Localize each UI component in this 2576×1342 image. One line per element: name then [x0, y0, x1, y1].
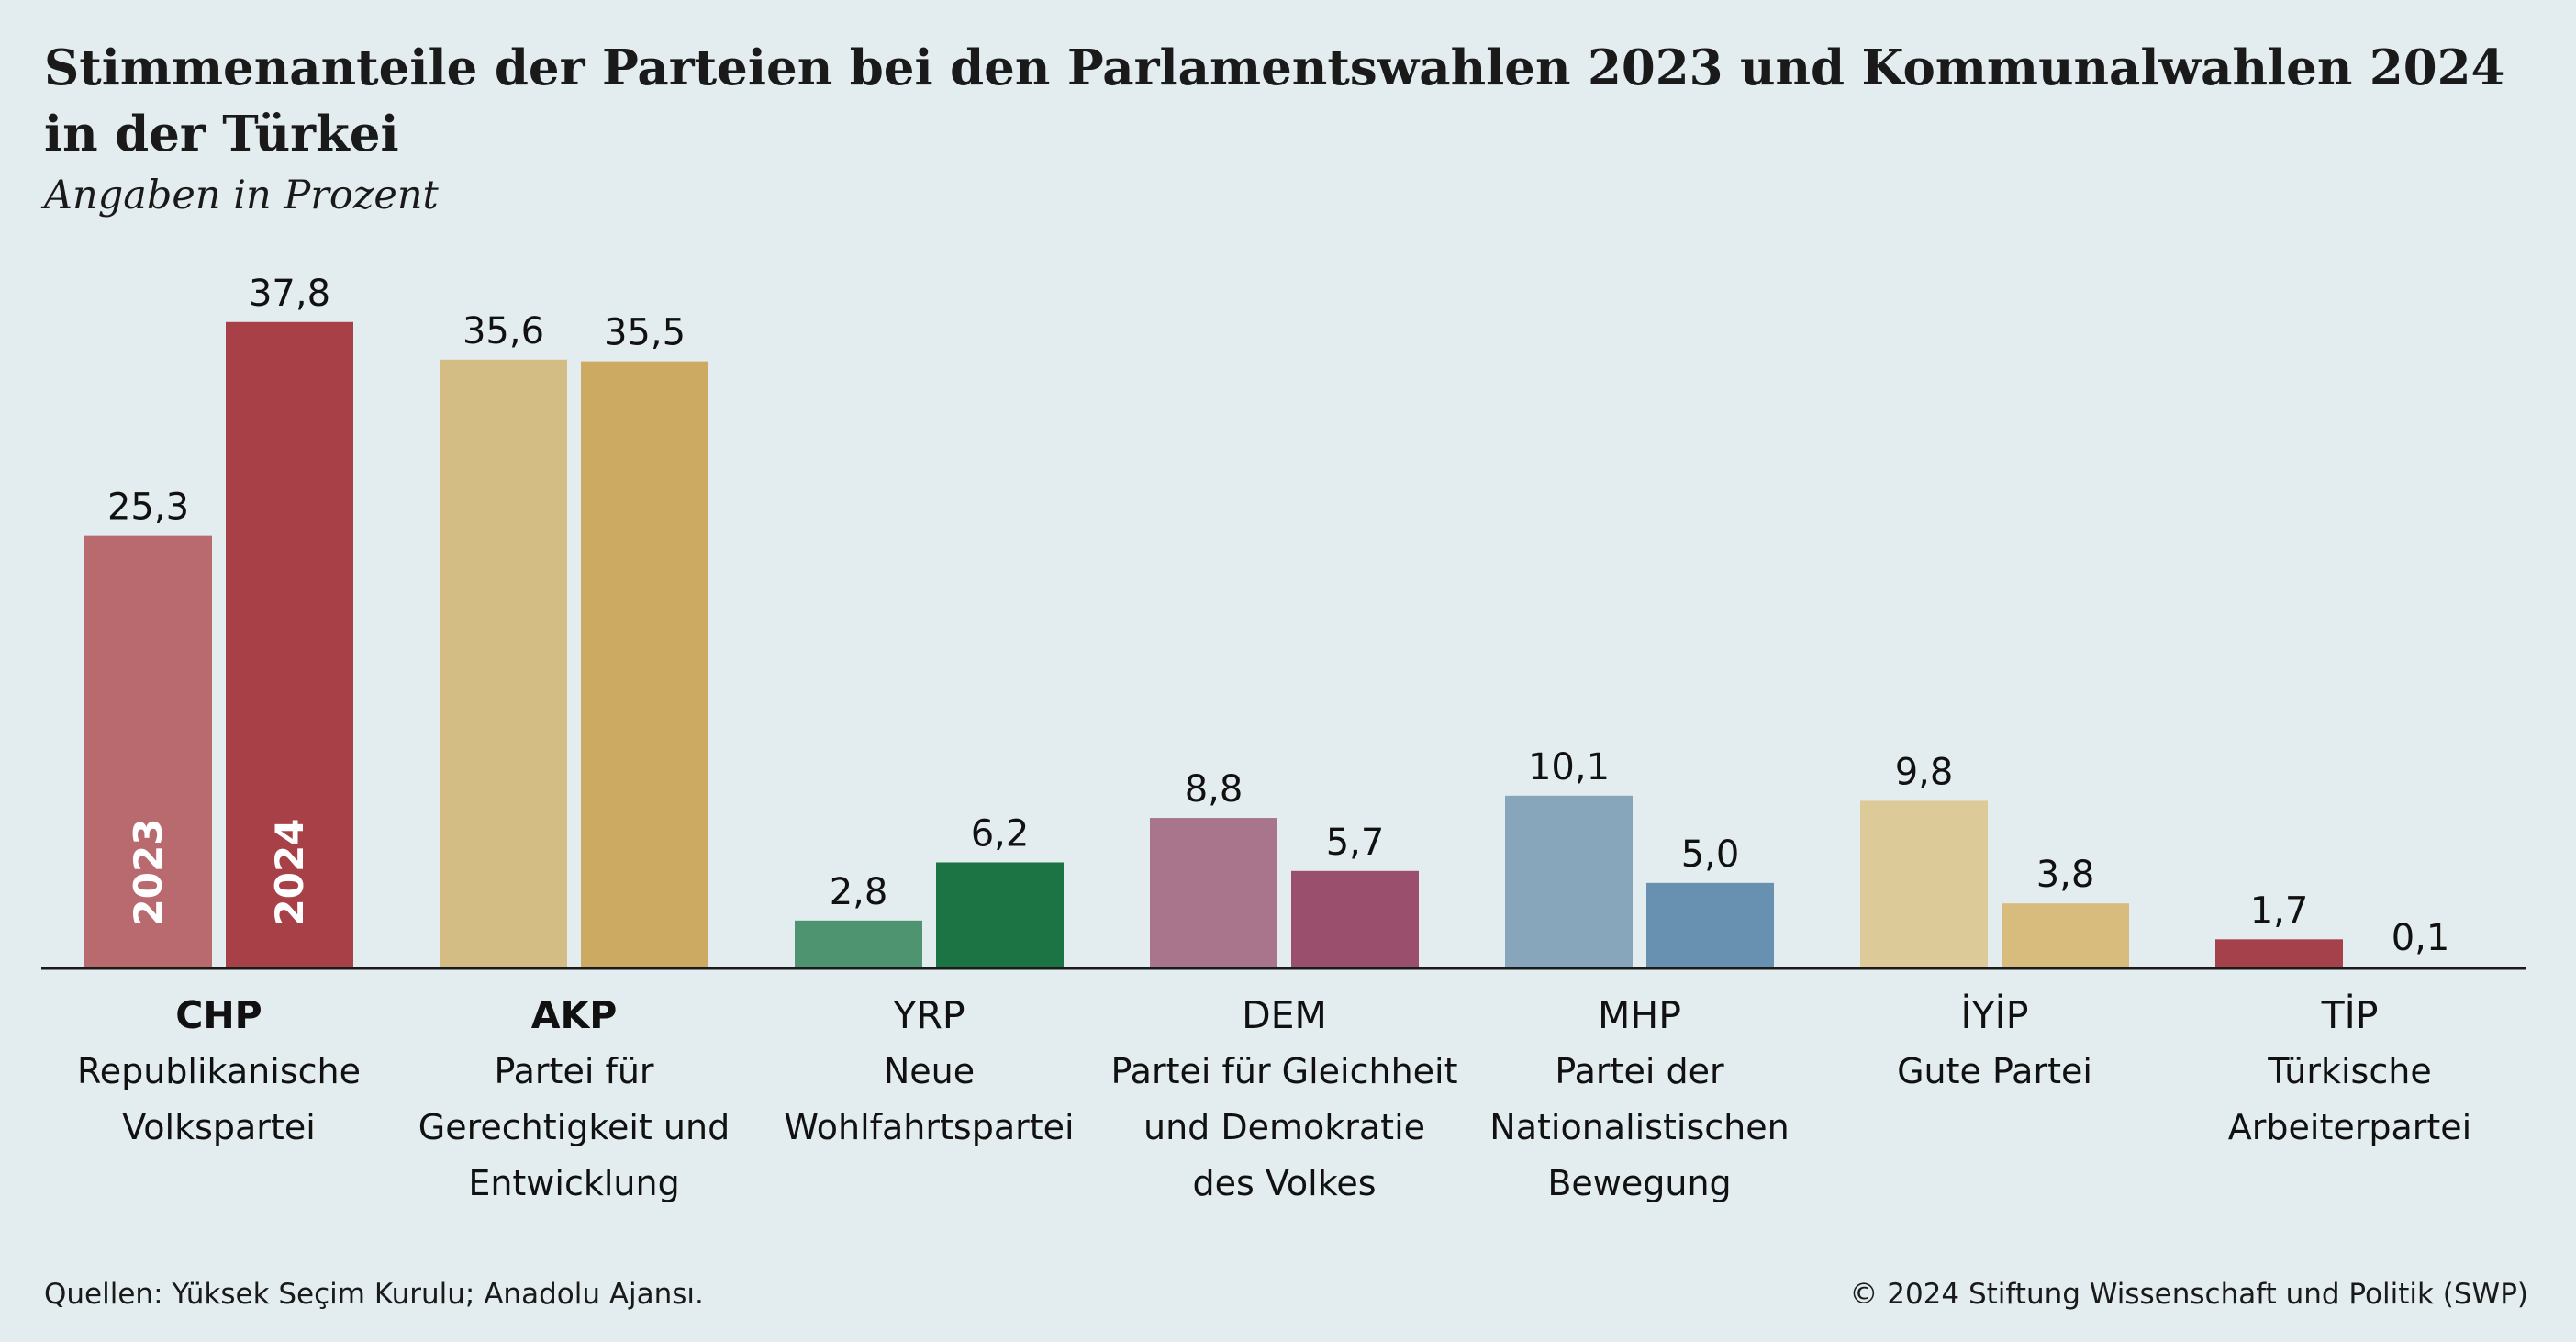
value-label-chp-2023: 25,3 [107, 486, 189, 529]
category-abbr-dem: DEM [1242, 993, 1327, 1037]
value-label-akp-2023: 35,6 [463, 310, 544, 352]
value-label-iyip-2024: 3,8 [2036, 854, 2095, 896]
category-name-yrp-line-2: Wohlfahrtspartei [784, 1107, 1074, 1147]
value-label-tip-2024: 0,1 [2392, 917, 2450, 959]
source-note: Quellen: Yüksek Seçim Kurulu; Anadolu Aj… [44, 1278, 704, 1311]
value-label-chp-2024: 37,8 [249, 273, 330, 315]
value-label-dem-2023: 8,8 [1185, 768, 1243, 811]
value-label-iyip-2023: 9,8 [1895, 751, 1954, 793]
bar-mhp-2023 [1505, 795, 1633, 968]
copyright-note: © 2024 Stiftung Wissenschaft und Politik… [1849, 1278, 2528, 1311]
year-label-2023: 2023 [126, 819, 171, 926]
category-abbr-tip: TİP [2321, 993, 2379, 1037]
bar-dem-2023 [1150, 818, 1277, 968]
category-abbr-yrp: YRP [892, 993, 965, 1037]
category-name-tip-line-2: Arbeiterpartei [2228, 1107, 2471, 1147]
bar-mhp-2024 [1646, 882, 1774, 968]
category-name-iyip-line-1: Gute Partei [1897, 1051, 2092, 1091]
category-name-dem-line-1: Partei für Gleichheit [1110, 1051, 1457, 1091]
category-abbr-akp: AKP [531, 993, 618, 1037]
value-label-mhp-2024: 5,0 [1681, 833, 1740, 876]
category-name-tip-line-1: Türkische [2267, 1051, 2431, 1091]
category-abbr-chp: CHP [175, 993, 262, 1037]
category-name-akp-line-2: Gerechtigkeit und [418, 1107, 730, 1147]
bar-akp-2023 [440, 359, 567, 969]
category-abbr-iyip: İYİP [1961, 993, 2029, 1037]
value-label-yrp-2024: 6,2 [971, 812, 1030, 855]
bar-iyip-2023 [1860, 800, 1988, 968]
category-name-dem-line-3: des Volkes [1192, 1163, 1376, 1203]
bar-chp-2024 [226, 321, 353, 968]
category-name-chp-line-1: Republikanische [77, 1051, 361, 1091]
category-name-chp-line-2: Volkspartei [122, 1107, 316, 1147]
title-line-1: Stimmenanteile der Parteien bei den Parl… [44, 39, 2505, 96]
category-name-mhp-line-1: Partei der [1555, 1051, 1724, 1091]
category-name-akp-line-3: Entwicklung [468, 1163, 679, 1203]
value-label-mhp-2023: 10,1 [1528, 746, 1610, 788]
category-abbr-mhp: MHP [1598, 993, 1681, 1037]
bar-chp-2023 [84, 535, 212, 968]
bar-iyip-2024 [2002, 903, 2129, 968]
value-label-dem-2024: 5,7 [1326, 822, 1385, 864]
bar-yrp-2023 [795, 920, 922, 968]
chart-title: Stimmenanteile der Parteien bei den Parl… [44, 35, 2522, 167]
category-name-akp-line-1: Partei für [494, 1051, 653, 1091]
category-name-yrp-line-1: Neue [884, 1051, 975, 1091]
category-name-dem-line-2: und Demokratie [1143, 1107, 1425, 1147]
bar-yrp-2024 [936, 862, 1064, 968]
value-label-tip-2023: 1,7 [2250, 889, 2309, 932]
year-label-2024: 2024 [267, 819, 312, 926]
category-name-mhp-line-3: Bewegung [1547, 1163, 1731, 1203]
value-label-akp-2024: 35,5 [604, 312, 686, 354]
bar-dem-2024 [1291, 870, 1419, 968]
title-line-2: in der Türkei [44, 106, 399, 162]
chart-subtitle: Angaben in Prozent [44, 173, 439, 218]
category-name-mhp-line-2: Nationalistischen [1489, 1107, 1789, 1147]
bar-tip-2023 [2215, 939, 2343, 968]
bar-akp-2024 [581, 361, 708, 968]
value-label-yrp-2023: 2,8 [830, 871, 888, 913]
